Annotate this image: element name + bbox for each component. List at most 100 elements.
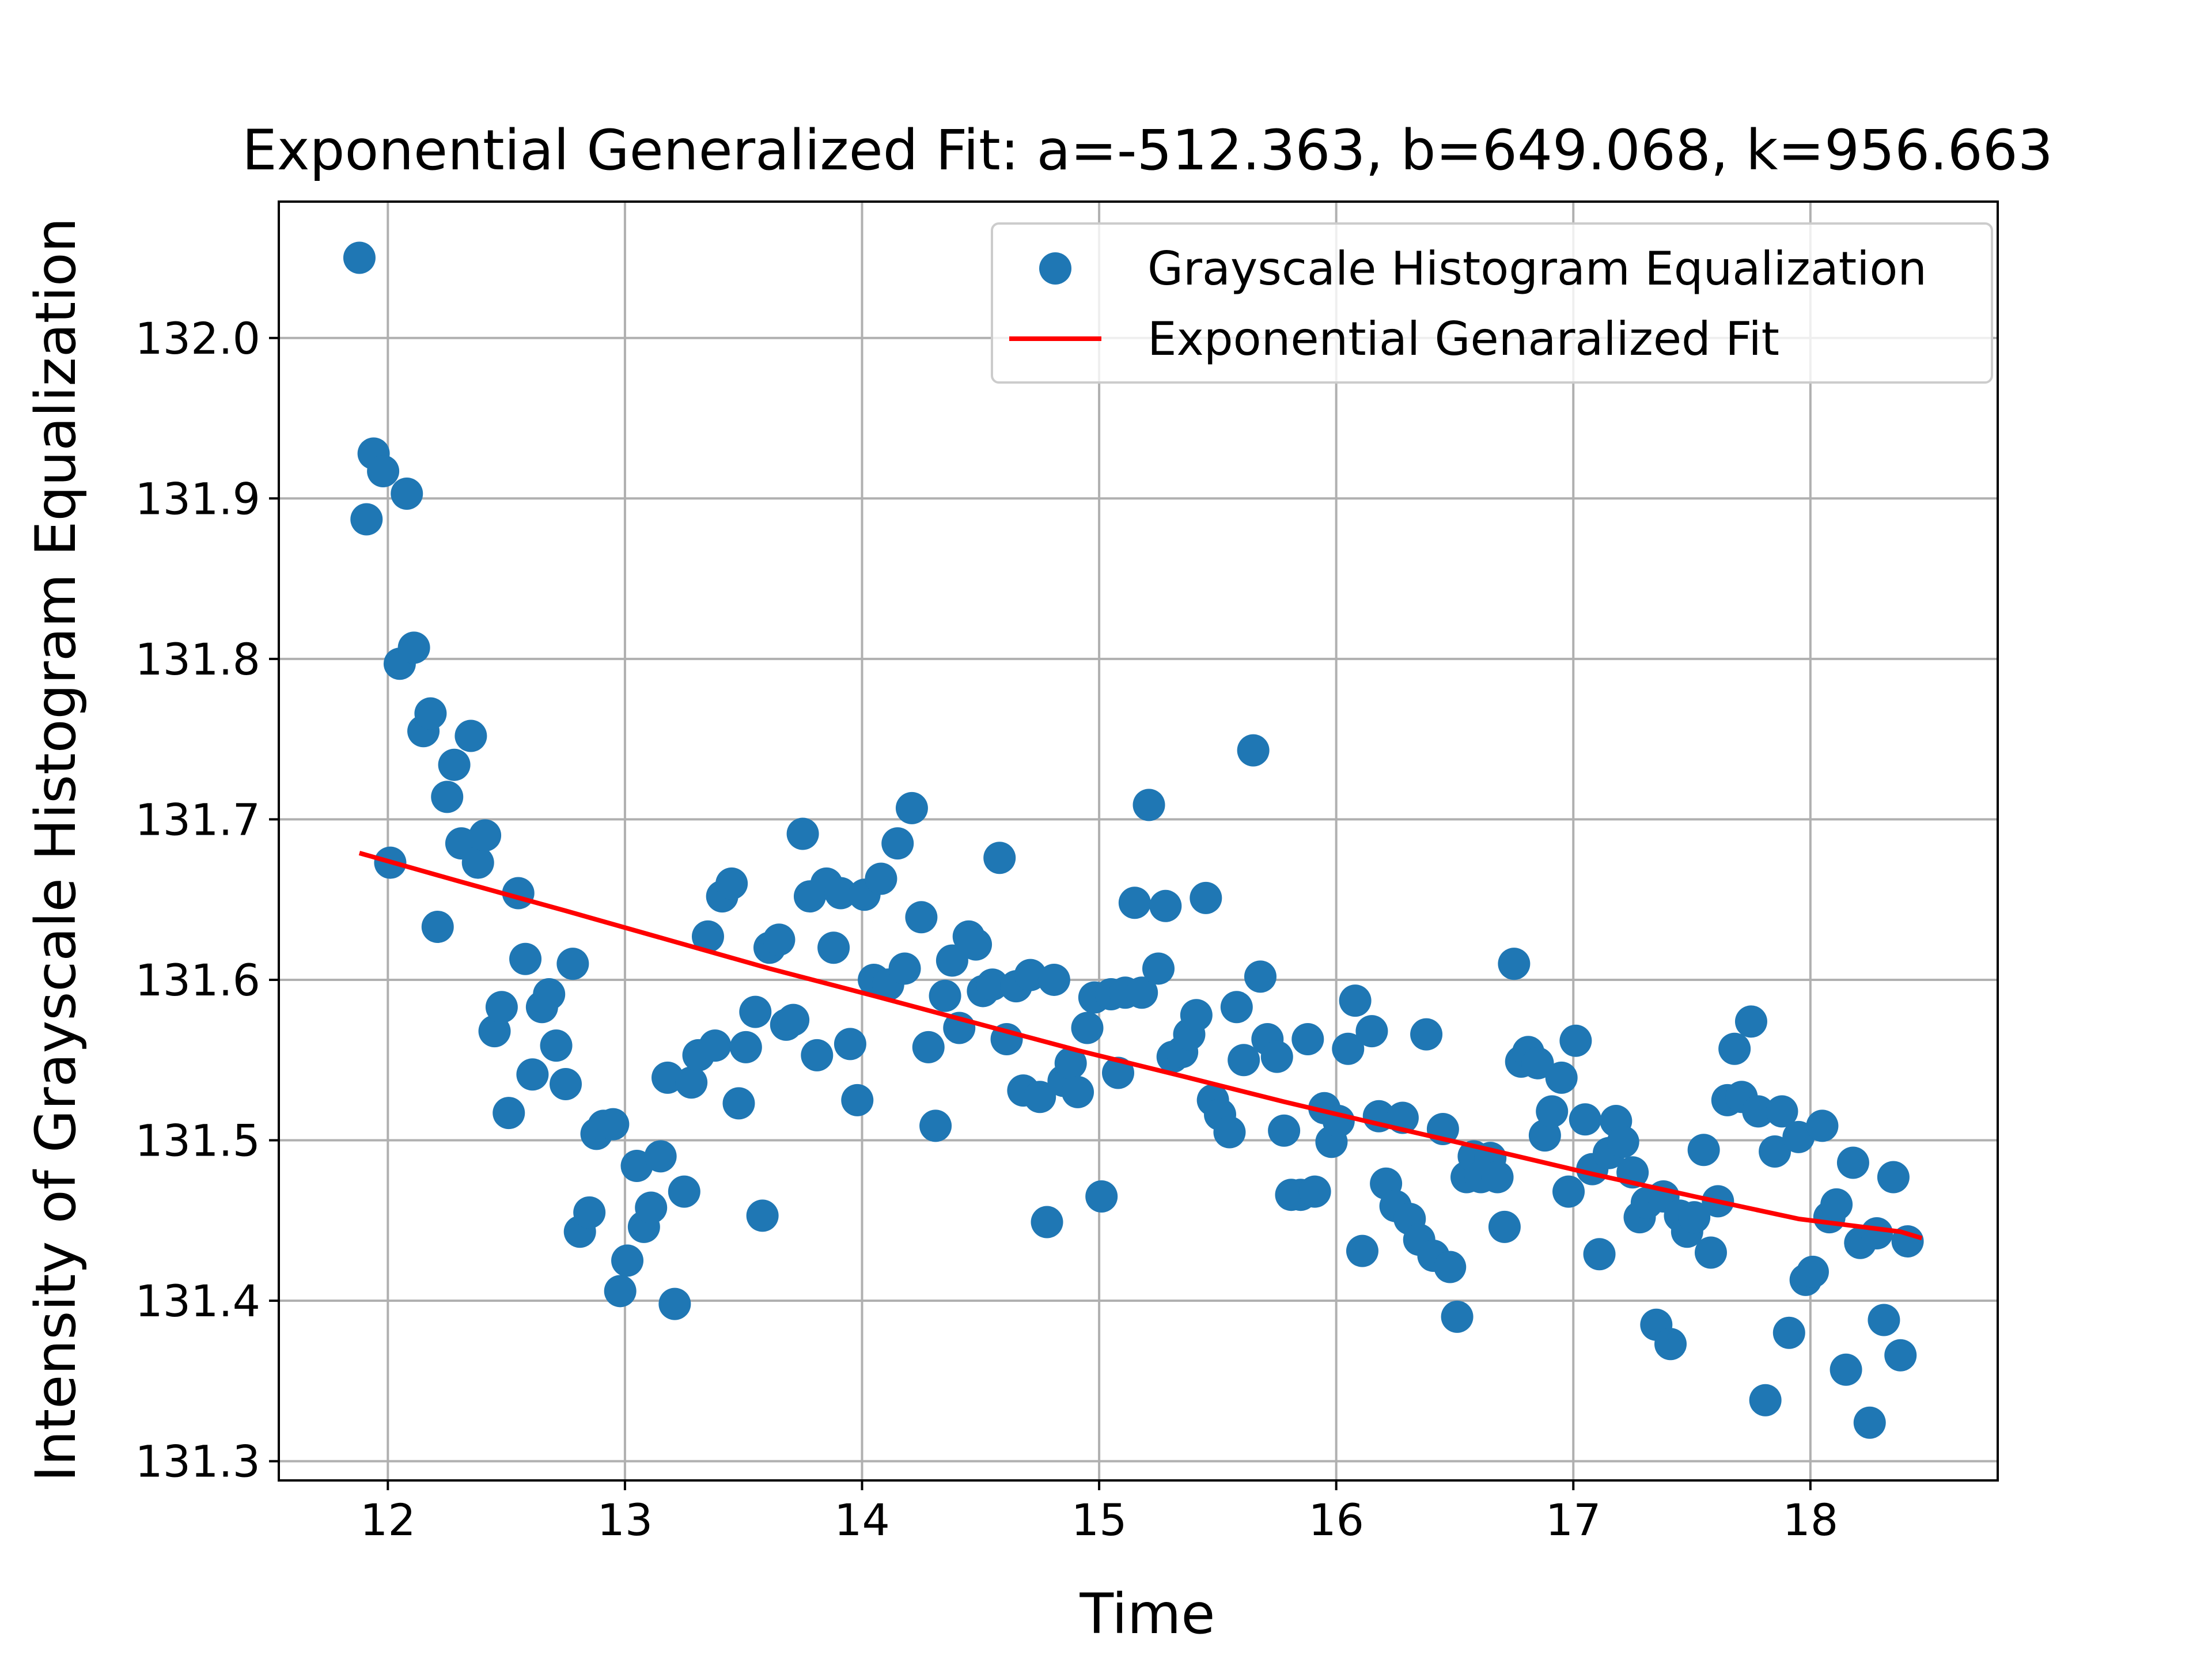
scatter-point: [1654, 1328, 1687, 1361]
scatter-point: [597, 1108, 630, 1141]
scatter-point: [1678, 1201, 1711, 1234]
scatter-point: [763, 923, 796, 956]
scatter-point: [658, 1287, 691, 1320]
y-tick-label: 131.5: [135, 1115, 260, 1166]
scatter-point: [1268, 1114, 1301, 1147]
scatter-point: [935, 944, 968, 977]
scatter-point: [675, 1066, 708, 1099]
scatter-point: [1806, 1109, 1839, 1142]
scatter-point: [1694, 1236, 1727, 1269]
y-tick-label: 131.4: [135, 1275, 260, 1327]
plot-frame: [278, 200, 1999, 1482]
scatter-point: [1853, 1406, 1886, 1439]
x-axis-ticks: 12 13 14 15 16 17 18: [360, 1480, 1838, 1546]
scatter-point: [485, 991, 518, 1024]
scatter-point: [1126, 976, 1158, 1009]
legend-scatter-label: Grayscale Histogram Equalization: [1147, 242, 1927, 296]
y-axis-label: Intensity of Grayscale Histogram Equaliz…: [24, 217, 88, 1482]
scatter-point: [493, 1097, 525, 1130]
scatter-point: [438, 748, 471, 781]
scatter-point: [1434, 1251, 1467, 1283]
x-tick-label: 16: [1308, 1494, 1364, 1546]
y-tick-label: 131.3: [135, 1436, 260, 1487]
x-tick-label: 18: [1782, 1494, 1838, 1546]
scatter-point: [431, 781, 464, 813]
scatter-point: [1190, 881, 1222, 914]
scatter-point: [573, 1196, 606, 1229]
scatter-point: [1836, 1146, 1869, 1179]
x-axis-label: Time: [1080, 1582, 1215, 1646]
fit-line: [358, 851, 1923, 1241]
scatter-point: [1521, 1047, 1554, 1080]
scatter-point: [786, 817, 819, 850]
scatter-point: [367, 454, 400, 487]
scatter-point: [1180, 999, 1213, 1032]
x-tick-label: 17: [1546, 1494, 1601, 1546]
scatter-point: [1545, 1061, 1578, 1094]
scatter-point: [1213, 1116, 1246, 1149]
scatter-point: [1559, 1024, 1592, 1057]
scatter-point: [1298, 1175, 1331, 1208]
scatter-point: [1766, 1095, 1798, 1128]
scatter-point: [635, 1191, 668, 1224]
scatter-point: [1118, 887, 1151, 919]
scatter-point: [801, 1039, 834, 1071]
chart-title: Exponential Generalized Fit: a=-512.363,…: [242, 118, 2053, 183]
scatter-point: [644, 1140, 677, 1173]
scatter-point: [1054, 1047, 1087, 1080]
scatter-point: [1759, 1135, 1791, 1168]
scatter-point: [895, 791, 928, 824]
scatter-point: [1244, 960, 1277, 993]
scatter-point: [1339, 984, 1372, 1017]
scatter-point: [1355, 1015, 1388, 1048]
scatter-point: [983, 842, 1016, 874]
scatter-point: [1346, 1234, 1378, 1267]
y-tick-label: 131.8: [135, 634, 260, 685]
scatter-series: [343, 241, 1924, 1439]
scatter-point: [1488, 1210, 1521, 1243]
scatter-point: [461, 846, 494, 879]
scatter-point: [1884, 1339, 1917, 1372]
scatter-point: [1062, 1075, 1094, 1108]
scatter-point: [397, 631, 430, 664]
scatter-point: [540, 1029, 573, 1062]
scatter-point: [509, 942, 542, 975]
scatter-point: [699, 1029, 732, 1062]
scatter-point: [516, 1058, 549, 1091]
scatter-point: [1149, 889, 1182, 922]
scatter-point: [550, 1067, 582, 1100]
scatter-point: [421, 911, 454, 944]
scatter-point: [611, 1244, 644, 1277]
scatter-point: [905, 901, 938, 934]
scatter-point: [1820, 1188, 1853, 1221]
scatter-point: [912, 1031, 945, 1063]
scatter-point: [1031, 1206, 1063, 1238]
scatter-point: [976, 968, 1009, 1001]
scatter-point: [1742, 1095, 1775, 1128]
scatter-point: [865, 862, 897, 895]
scatter-point: [1583, 1238, 1616, 1271]
scatter-point: [841, 1084, 874, 1116]
legend-box: [991, 222, 1993, 384]
scatter-point: [1687, 1134, 1720, 1166]
scatter-point: [1734, 1005, 1767, 1038]
scatter-point: [1772, 1316, 1805, 1349]
scatter-point: [1260, 1040, 1293, 1073]
scatter-point: [1228, 1044, 1260, 1077]
x-tick-label: 15: [1071, 1494, 1127, 1546]
scatter-point: [919, 1109, 952, 1142]
scatter-point: [715, 867, 748, 900]
scatter-point: [746, 1199, 779, 1232]
scatter-point: [691, 920, 724, 953]
y-tick-label: 132.0: [135, 313, 260, 364]
scatter-point: [1071, 1012, 1104, 1044]
x-tick-label: 12: [360, 1494, 416, 1546]
scatter-point: [1607, 1126, 1639, 1158]
scatter-point: [1142, 952, 1175, 985]
scatter-point: [960, 928, 993, 961]
scatter-point: [929, 979, 961, 1012]
scatter-point: [469, 819, 502, 852]
scatter-point: [1102, 1056, 1135, 1089]
scatter-point: [1877, 1161, 1910, 1194]
y-tick-label: 131.9: [135, 473, 260, 524]
